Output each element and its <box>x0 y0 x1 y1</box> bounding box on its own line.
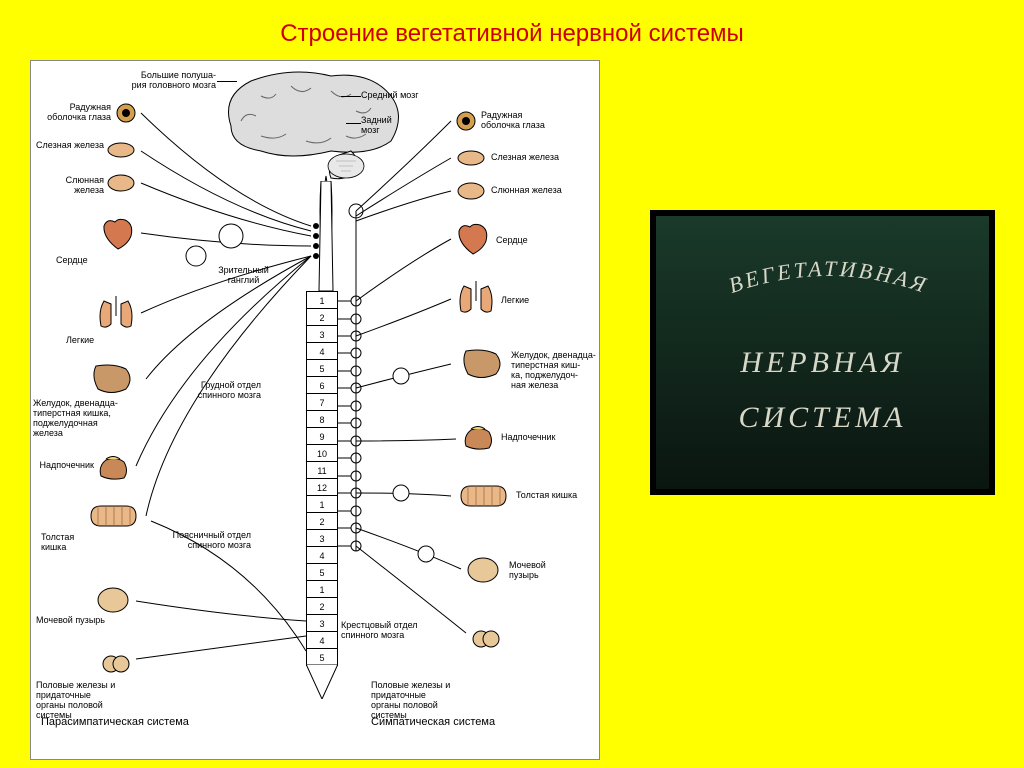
lumbar-seg: 4 <box>306 546 338 564</box>
label-thoracic-region: Грудной отделспинного мозга <box>186 381 261 401</box>
arc-text: ВЕГЕТАТИВНАЯ <box>656 246 1001 326</box>
lumbar-seg: 3 <box>306 529 338 547</box>
side-text-line3: СИСТЕМА <box>656 401 989 435</box>
thoracic-seg: 5 <box>306 359 338 377</box>
thoracic-seg: 9 <box>306 427 338 445</box>
organ-heart-left <box>101 216 136 251</box>
label-visual-ganglion: Зрительныйганглий <box>216 266 271 286</box>
organ-gonads-right <box>471 621 501 651</box>
thoracic-seg: 6 <box>306 376 338 394</box>
lumbar-seg: 5 <box>306 563 338 581</box>
lumbar-seg: 2 <box>306 512 338 530</box>
label-lumbar-region: Поясничный отделспинного мозга <box>156 531 251 551</box>
organ-lacrimal-left <box>106 141 136 159</box>
organ-iris-left <box>116 103 136 123</box>
thoracic-seg: 12 <box>306 478 338 496</box>
thoracic-seg: 10 <box>306 444 338 462</box>
organ-bladder-left <box>96 586 131 614</box>
anatomy-diagram: Большие полуша-рия головного мозга Средн… <box>30 60 600 760</box>
page-title: Строение вегетативной нервной системы <box>0 0 1024 48</box>
label-sacral-region: Крестцовый отделспинного мозга <box>341 621 426 641</box>
label-heart-left: Сердце <box>56 256 101 266</box>
sacral-seg: 1 <box>306 580 338 598</box>
label-heart-right: Сердце <box>496 236 528 246</box>
label-lacrimal-left: Слезная железа <box>36 141 104 151</box>
label-salivary-left: Слюнная железа <box>36 176 104 196</box>
spinal-cord: 1 2 3 4 5 6 7 8 9 10 11 12 1 2 3 4 5 1 2… <box>306 291 338 665</box>
label-hindbrain: Задниймозг <box>361 116 392 136</box>
organ-stomach-left <box>86 361 136 396</box>
organ-intestine-right <box>456 481 511 511</box>
thoracic-seg: 2 <box>306 308 338 326</box>
label-bladder-right: Мочевойпузырь <box>509 561 564 581</box>
side-text-line2: НЕРВНАЯ <box>656 346 989 380</box>
thoracic-seg: 3 <box>306 325 338 343</box>
organ-adrenal-right <box>461 426 496 451</box>
organ-salivary-left <box>106 173 136 193</box>
label-midbrain: Средний мозг <box>361 91 419 101</box>
organ-iris-right <box>456 111 476 131</box>
label-bladder-left: Мочевой пузырь <box>36 616 116 626</box>
sacral-seg: 2 <box>306 597 338 615</box>
label-lungs-left: Легкие <box>66 336 94 346</box>
label-iris-left: Радужнаяоболочка глаза <box>36 103 111 123</box>
svg-text:ВЕГЕТАТИВНАЯ: ВЕГЕТАТИВНАЯ <box>725 256 931 298</box>
organ-lungs-left <box>96 296 136 331</box>
thoracic-seg: 11 <box>306 461 338 479</box>
label-iris-right: Радужнаяоболочка глаза <box>481 111 556 131</box>
thoracic-seg: 8 <box>306 410 338 428</box>
thoracic-seg: 1 <box>306 291 338 309</box>
label-adrenal-right: Надпочечник <box>501 433 555 443</box>
label-gonads-left: Половые железы и придаточныеорганы полов… <box>36 681 126 721</box>
lumbar-seg: 1 <box>306 495 338 513</box>
label-lungs-right: Легкие <box>501 296 529 306</box>
label-hemispheres: Большие полуша-рия головного мозга <box>126 71 216 91</box>
organ-stomach-right <box>456 346 506 381</box>
title-card: ВЕГЕТАТИВНАЯ НЕРВНАЯ СИСТЕМА <box>650 210 995 495</box>
label-lacrimal-right: Слезная железа <box>491 153 566 163</box>
label-stomach-left: Желудок, двенадца-типерстная кишка,подже… <box>33 399 123 439</box>
label-salivary-right: Слюнная железа <box>491 186 562 196</box>
organ-intestine-left <box>86 501 141 531</box>
label-intestine-left: Толстаякишка <box>41 533 91 553</box>
organ-lacrimal-right <box>456 149 486 167</box>
organ-salivary-right <box>456 181 486 201</box>
organ-gonads-left <box>101 646 131 676</box>
organ-lungs-right <box>456 281 496 316</box>
label-parasympathetic: Парасимпатическая система <box>41 716 189 728</box>
sacral-seg: 4 <box>306 631 338 649</box>
spinal-tip <box>306 664 338 699</box>
thoracic-seg: 7 <box>306 393 338 411</box>
label-adrenal-left: Надпочечник <box>36 461 94 471</box>
label-intestine-right: Толстая кишка <box>516 491 577 501</box>
label-stomach-right: Желудок, двенадца-типерстная киш-ка, под… <box>511 351 596 391</box>
thoracic-seg: 4 <box>306 342 338 360</box>
brainstem-connector <box>311 181 341 291</box>
label-sympathetic: Симпатическая система <box>371 716 495 728</box>
sacral-seg: 3 <box>306 614 338 632</box>
label-gonads-right: Половые железы и придаточныеорганы полов… <box>371 681 461 721</box>
organ-heart-right <box>456 221 491 256</box>
organ-bladder-right <box>466 556 501 584</box>
organ-adrenal-left <box>96 456 131 481</box>
